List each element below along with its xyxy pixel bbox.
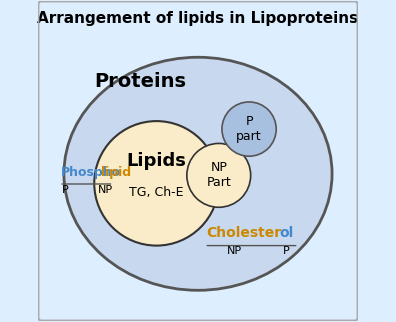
Text: NP: NP [227,246,242,256]
Text: TG, Ch-E: TG, Ch-E [129,186,184,199]
Text: NP
Part: NP Part [206,161,231,189]
Text: Proteins: Proteins [95,72,187,91]
Ellipse shape [64,57,332,290]
Circle shape [94,121,219,246]
Text: Arrangement of lipids in Lipoproteins: Arrangement of lipids in Lipoproteins [38,11,358,26]
Circle shape [187,143,251,207]
Text: ol: ol [280,226,294,240]
Text: lipid: lipid [101,166,131,179]
Text: P: P [282,246,289,256]
Text: P
part: P part [236,115,262,143]
Text: P: P [62,185,69,195]
Text: Lipids: Lipids [127,152,187,170]
Text: Cholester: Cholester [206,226,281,240]
Circle shape [222,102,276,156]
Text: Phospho: Phospho [61,166,121,179]
Text: NP: NP [98,185,113,195]
